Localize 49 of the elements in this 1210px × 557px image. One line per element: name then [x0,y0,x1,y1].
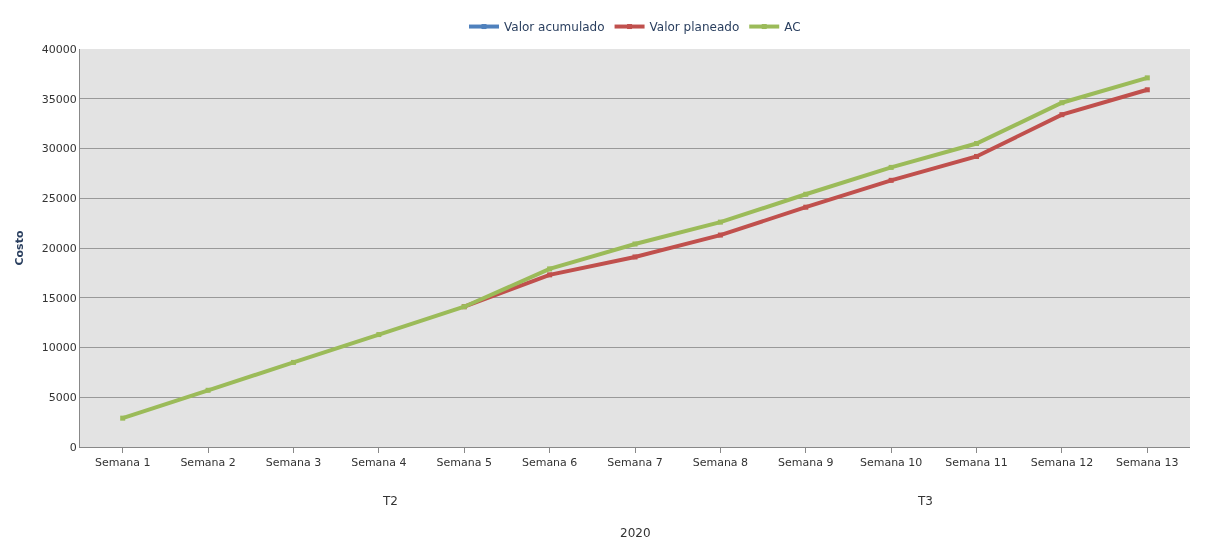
point [803,204,809,210]
legend-label: Valor acumulado [504,20,605,35]
x-tick-label: Semana 3 [265,456,322,470]
x-tick-label: Semana 5 [436,456,492,470]
point [888,177,894,183]
point [632,241,638,247]
y-tick-label: 30000 [41,142,77,156]
y-tick-label: 15000 [41,291,77,305]
legend-label: AC [784,20,801,35]
point [547,272,553,278]
x-tick-label: Semana 4 [351,456,407,470]
point [1144,75,1150,81]
text: 2020 [620,526,651,540]
point [632,254,638,260]
text: T2 [382,494,398,508]
point [205,387,211,393]
x-tick-label: Semana 9 [778,456,834,470]
point [888,164,894,170]
y-tick-label: 25000 [41,192,77,206]
point [547,266,553,272]
x-tick-label: Semana 8 [692,456,749,470]
point [376,332,382,338]
x-tick-label: Semana 10 [859,456,923,470]
point [1059,100,1065,106]
x-tick-label: Semana 6 [521,456,578,470]
y-tick-label: 0 [69,440,77,454]
point [1144,87,1150,93]
y-tick-label: 40000 [41,42,77,56]
point [120,415,126,421]
y-tick-label: 10000 [41,341,77,355]
x-tick-label: Semana 11 [945,456,1008,470]
legend-label: Valor planeado [649,20,740,35]
point [717,232,723,238]
y-tick-label: 5000 [48,391,77,405]
point [803,191,809,197]
x-tick-label: Semana 12 [1030,456,1094,470]
point [717,219,723,225]
x-tick-label: Semana 2 [180,456,236,470]
point [290,359,296,365]
point [974,153,980,159]
point [1059,112,1065,118]
x-tick-label: Semana 7 [607,456,663,470]
y-tick-label: 20000 [41,241,77,255]
y-axis-title: Costo [13,230,27,266]
x-tick-label: Semana 13 [1116,456,1179,470]
point [974,141,980,147]
x-tick-label: Semana 1 [94,456,151,470]
y-tick-label: 35000 [41,92,77,106]
text: T3 [917,494,933,508]
